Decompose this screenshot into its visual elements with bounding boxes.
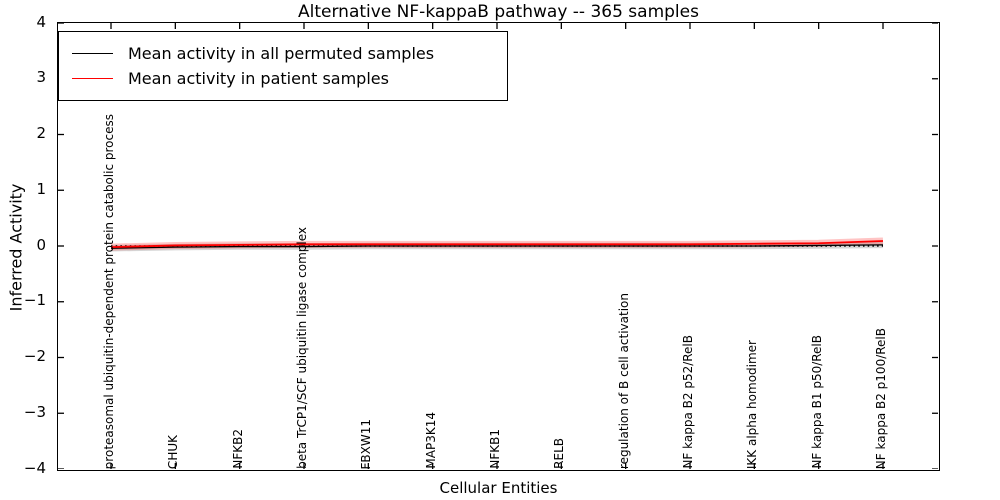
x-axis-label: Cellular Entities bbox=[439, 479, 558, 497]
legend-line-permuted bbox=[72, 53, 113, 54]
y-tick-label: −4 bbox=[23, 458, 46, 477]
chart-title: Alternative NF-kappaB pathway -- 365 sam… bbox=[298, 2, 699, 22]
x-tick-label: NFKB2 bbox=[230, 429, 245, 469]
x-tick-label: regulation of B cell activation bbox=[616, 292, 631, 469]
x-tick-label: beta TrCP1/SCF ubiquitin ligase complex bbox=[295, 227, 309, 469]
x-tick-label: proteasomal ubiquitin-dependent protein … bbox=[102, 113, 116, 469]
series-line-permuted bbox=[110, 244, 884, 249]
x-tick-label: FBXW11 bbox=[359, 418, 374, 470]
y-tick-label: −2 bbox=[23, 347, 46, 365]
legend-label: Mean activity in patient samples bbox=[128, 69, 389, 88]
x-tick-label: MAP3K14 bbox=[423, 412, 438, 469]
legend-line-patient bbox=[72, 78, 113, 79]
y-tick-label: 0 bbox=[36, 235, 46, 254]
y-tick-label: 3 bbox=[36, 68, 46, 87]
y-tick-label: 1 bbox=[36, 179, 46, 198]
x-tick-label: IKK alpha homodimer bbox=[745, 339, 760, 469]
legend: Mean activity in all permuted samples Me… bbox=[58, 31, 508, 101]
x-tick-label: NF kappa B2 p100/RelB bbox=[874, 327, 888, 469]
x-tick-label: NFKB1 bbox=[488, 429, 502, 469]
plot-canvas bbox=[58, 23, 938, 469]
y-tick-label: −1 bbox=[23, 291, 46, 310]
series-line-patient bbox=[110, 240, 884, 249]
x-tick-label: RELB bbox=[552, 438, 567, 469]
legend-item: Mean activity in all permuted samples bbox=[72, 44, 507, 63]
legend-item: Mean activity in patient samples bbox=[72, 69, 507, 88]
x-tick-label: CHUK bbox=[166, 434, 181, 469]
x-tick-label: NF kappa B1 p50/RelB bbox=[809, 335, 824, 469]
y-tick-label: −3 bbox=[23, 402, 46, 421]
y-tick-label: 2 bbox=[36, 124, 46, 142]
x-tick-label: NF kappa B2 p52/RelB bbox=[681, 335, 695, 469]
y-tick-label: 4 bbox=[36, 12, 46, 31]
legend-label: Mean activity in all permuted samples bbox=[128, 44, 435, 63]
